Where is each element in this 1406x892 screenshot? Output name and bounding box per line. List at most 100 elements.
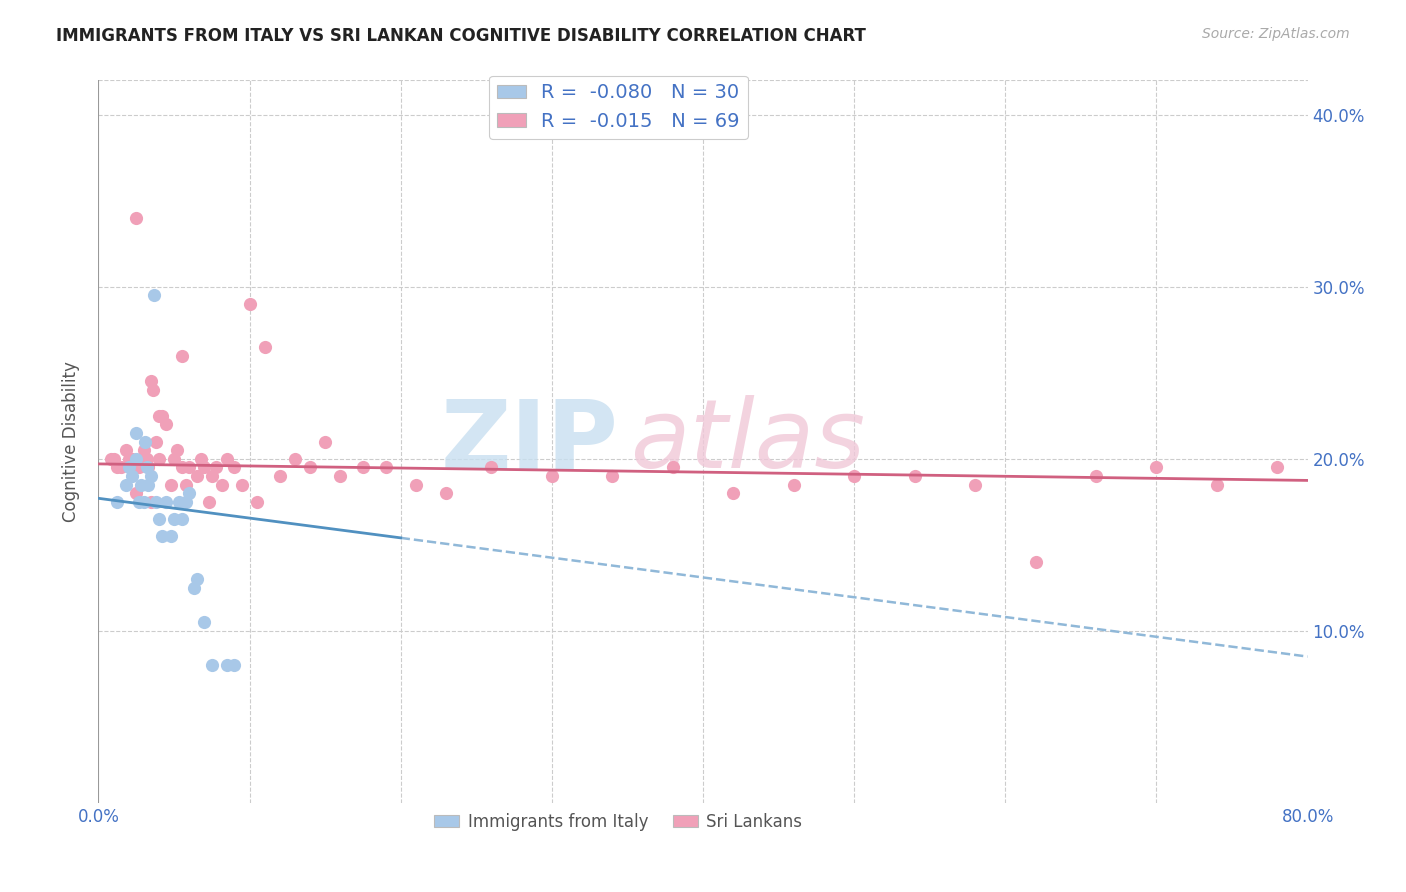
Point <box>148 451 170 466</box>
Point <box>160 477 183 491</box>
Point <box>179 460 201 475</box>
Point <box>269 469 291 483</box>
Point <box>193 615 215 630</box>
Point <box>201 658 224 673</box>
Point <box>1206 477 1229 491</box>
Point <box>148 409 170 423</box>
Point <box>602 469 624 483</box>
Point <box>179 486 201 500</box>
Point <box>114 477 136 491</box>
Point <box>190 451 212 466</box>
Point <box>134 434 156 449</box>
Point <box>105 460 128 475</box>
Point <box>136 460 159 475</box>
Point <box>163 512 186 526</box>
Point <box>166 443 188 458</box>
Point <box>211 477 233 491</box>
Point <box>105 494 128 508</box>
Point <box>661 460 683 475</box>
Point <box>167 494 190 508</box>
Point <box>142 383 165 397</box>
Point <box>114 443 136 458</box>
Point <box>170 512 193 526</box>
Point <box>145 494 167 508</box>
Point <box>125 451 148 466</box>
Point <box>183 581 205 595</box>
Point <box>193 460 215 475</box>
Text: ZIP: ZIP <box>440 395 619 488</box>
Point <box>215 451 238 466</box>
Point <box>163 451 186 466</box>
Text: Source: ZipAtlas.com: Source: ZipAtlas.com <box>1202 27 1350 41</box>
Point <box>174 494 197 508</box>
Text: atlas: atlas <box>630 395 866 488</box>
Point <box>224 658 246 673</box>
Point <box>329 469 352 483</box>
Point <box>125 211 148 225</box>
Point <box>314 434 336 449</box>
Point <box>170 349 193 363</box>
Point <box>1085 469 1108 483</box>
Point <box>965 477 987 491</box>
Point <box>434 486 457 500</box>
Point <box>125 486 148 500</box>
Point <box>155 494 177 508</box>
Point <box>100 451 122 466</box>
Point <box>132 494 155 508</box>
Point <box>118 460 141 475</box>
Point <box>103 451 125 466</box>
Point <box>128 460 150 475</box>
Point <box>352 460 374 475</box>
Point <box>110 460 132 475</box>
Point <box>904 469 927 483</box>
Point <box>150 529 173 543</box>
Point <box>374 460 396 475</box>
Point <box>1144 460 1167 475</box>
Point <box>844 469 866 483</box>
Point <box>148 512 170 526</box>
Text: IMMIGRANTS FROM ITALY VS SRI LANKAN COGNITIVE DISABILITY CORRELATION CHART: IMMIGRANTS FROM ITALY VS SRI LANKAN COGN… <box>56 27 866 45</box>
Point <box>174 477 197 491</box>
Point <box>129 477 152 491</box>
Point <box>143 288 166 302</box>
Point <box>118 451 141 466</box>
Point <box>132 443 155 458</box>
Point <box>145 434 167 449</box>
Point <box>723 486 745 500</box>
Legend: Immigrants from Italy, Sri Lankans: Immigrants from Italy, Sri Lankans <box>427 806 808 838</box>
Y-axis label: Cognitive Disability: Cognitive Disability <box>62 361 80 522</box>
Point <box>284 451 307 466</box>
Point <box>246 494 269 508</box>
Point <box>481 460 503 475</box>
Point <box>125 425 148 440</box>
Point <box>124 460 146 475</box>
Point <box>783 477 806 491</box>
Point <box>141 469 163 483</box>
Point <box>540 469 562 483</box>
Point <box>197 494 219 508</box>
Point <box>170 460 193 475</box>
Point <box>186 572 208 586</box>
Point <box>215 658 238 673</box>
Point <box>121 469 143 483</box>
Point <box>135 451 157 466</box>
Point <box>299 460 322 475</box>
Point <box>135 460 157 475</box>
Point <box>1267 460 1289 475</box>
Point <box>155 417 177 432</box>
Point <box>141 375 163 389</box>
Point <box>129 451 152 466</box>
Point <box>121 451 143 466</box>
Point <box>141 494 163 508</box>
Point <box>239 297 262 311</box>
Point <box>205 460 228 475</box>
Point <box>405 477 427 491</box>
Point <box>136 477 159 491</box>
Point <box>128 494 150 508</box>
Point <box>150 409 173 423</box>
Point <box>1024 555 1046 569</box>
Point <box>253 340 276 354</box>
Point <box>224 460 246 475</box>
Point <box>186 469 208 483</box>
Point <box>201 469 224 483</box>
